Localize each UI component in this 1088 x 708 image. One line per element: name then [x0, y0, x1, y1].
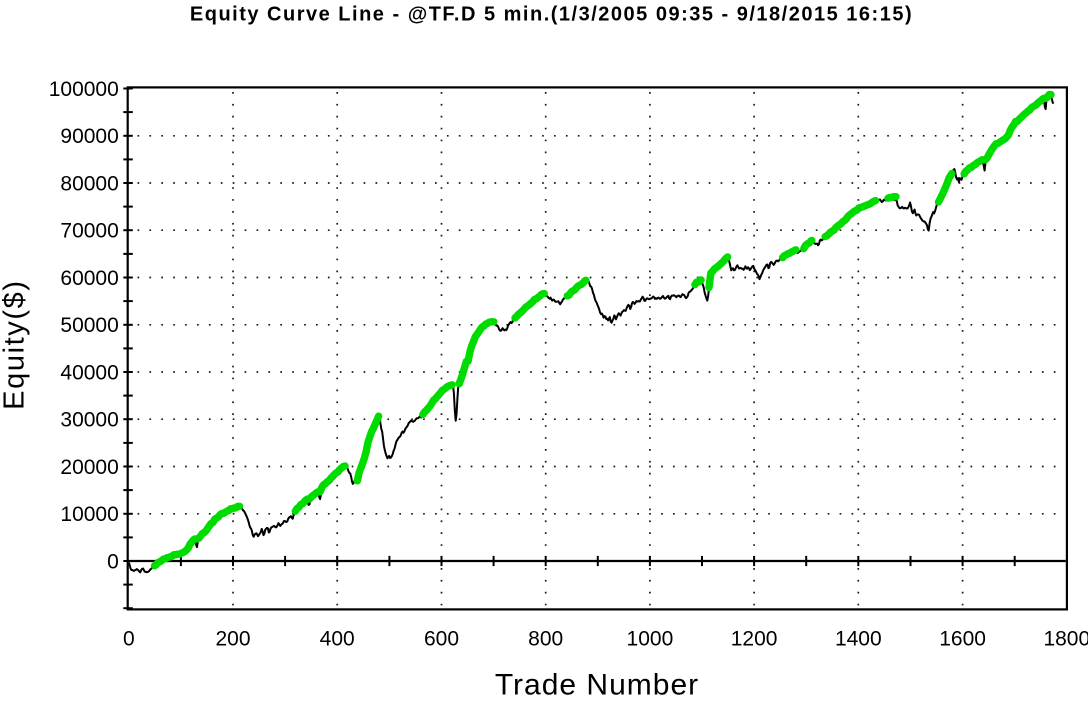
svg-text:Equity Curve Line - @TF.D 5 mi: Equity Curve Line - @TF.D 5 min.(1/3/200…: [190, 4, 913, 26]
svg-text:1600: 1600: [939, 628, 986, 651]
svg-text:90000: 90000: [60, 125, 118, 148]
svg-text:800: 800: [528, 628, 563, 651]
svg-text:Equity($): Equity($): [0, 279, 31, 409]
svg-text:30000: 30000: [60, 409, 118, 432]
svg-text:40000: 40000: [60, 361, 118, 384]
svg-text:400: 400: [320, 628, 355, 651]
svg-text:50000: 50000: [60, 314, 118, 337]
svg-text:Trade Number: Trade Number: [495, 669, 699, 702]
svg-text:0: 0: [123, 628, 135, 651]
svg-text:10000: 10000: [60, 503, 118, 526]
svg-text:1400: 1400: [835, 628, 882, 651]
svg-text:1000: 1000: [627, 628, 674, 651]
svg-text:200: 200: [215, 628, 250, 651]
svg-text:20000: 20000: [60, 456, 118, 479]
svg-text:600: 600: [424, 628, 459, 651]
svg-text:0: 0: [107, 550, 119, 573]
svg-text:70000: 70000: [60, 220, 118, 243]
svg-text:80000: 80000: [60, 172, 118, 195]
svg-text:60000: 60000: [60, 267, 118, 290]
svg-text:100000: 100000: [49, 78, 119, 101]
svg-text:1200: 1200: [731, 628, 778, 651]
svg-text:1800: 1800: [1043, 628, 1088, 651]
